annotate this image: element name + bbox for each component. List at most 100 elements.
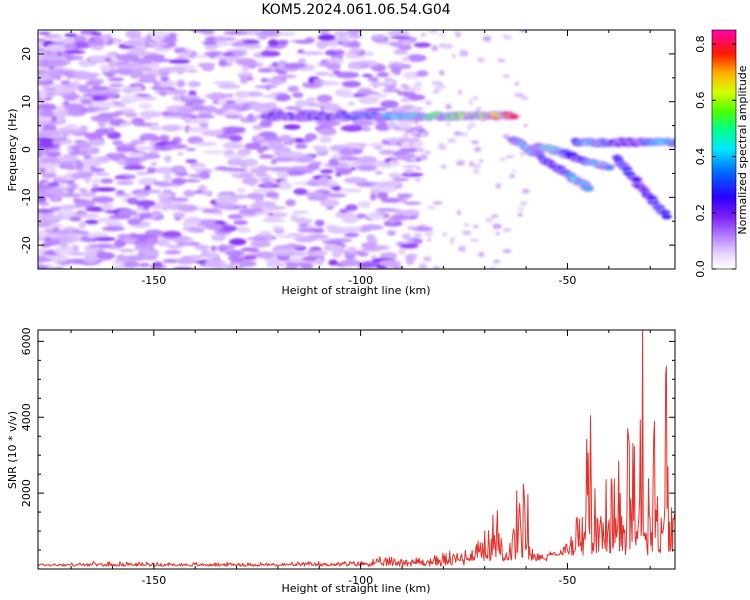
noise-cell	[38, 199, 46, 204]
noise-cell	[146, 167, 156, 174]
colorbar: 0.0 0.2 0.4 0.6 0.8 Normalized spectral ampl…	[694, 29, 749, 278]
noise-cell	[144, 229, 164, 236]
noise-cell	[387, 230, 396, 236]
colorbar-label: Normalized spectral amplitude	[736, 65, 749, 234]
noise-cell	[139, 177, 158, 181]
noise-cell	[157, 192, 173, 199]
noise-cell	[428, 30, 438, 34]
noise-cell	[447, 138, 457, 144]
noise-cell	[416, 70, 429, 77]
colorbar-tick-label: 0.8	[694, 35, 707, 53]
noise-cell	[66, 252, 90, 256]
noise-cell	[468, 99, 473, 106]
noise-cell	[177, 204, 198, 213]
noise-cell	[339, 259, 361, 267]
noise-cell	[185, 69, 198, 73]
noise-cell	[88, 55, 109, 63]
noise-cell	[71, 244, 79, 253]
noise-cell	[404, 201, 422, 205]
noise-cell	[387, 121, 397, 129]
noise-cell	[53, 68, 66, 77]
noise-cell	[361, 73, 373, 78]
noise-cell	[166, 245, 184, 249]
noise-cell	[387, 61, 404, 65]
noise-cell	[263, 181, 274, 187]
noise-cell	[164, 241, 171, 246]
noise-cell	[38, 116, 53, 121]
noise-cell	[259, 30, 280, 37]
noise-cell	[218, 244, 228, 253]
noise-cell	[127, 152, 145, 158]
noise-cell	[419, 154, 428, 161]
noise-cell	[223, 52, 234, 57]
noise-cell	[203, 94, 223, 98]
snr-y-tick-label: 2000	[20, 479, 33, 507]
noise-cell	[161, 230, 182, 238]
noise-cell	[340, 124, 365, 132]
noise-cell	[357, 200, 371, 209]
noise-cell	[201, 63, 215, 72]
noise-cell	[260, 78, 269, 83]
noise-cell	[45, 59, 64, 66]
noise-cell	[295, 143, 308, 149]
noise-cell	[115, 63, 140, 70]
noise-cell	[161, 124, 180, 132]
noise-cell	[307, 195, 320, 201]
noise-cell	[522, 188, 530, 194]
noise-cell	[96, 252, 116, 260]
noise-cell	[146, 189, 162, 194]
noise-cell	[319, 169, 334, 174]
noise-cell	[292, 92, 304, 98]
noise-cell	[132, 234, 154, 239]
noise-cell	[172, 95, 182, 102]
noise-cell	[158, 67, 182, 72]
noise-cell	[359, 142, 366, 150]
noise-cell	[325, 49, 338, 56]
noise-cell	[153, 261, 163, 268]
noise-cell	[220, 126, 244, 134]
noise-cell	[118, 248, 136, 253]
noise-cell	[427, 238, 432, 242]
noise-cell	[133, 86, 142, 93]
noise-cell	[92, 178, 100, 185]
noise-cell	[380, 100, 399, 109]
noise-cell	[401, 57, 411, 61]
noise-cell	[177, 107, 195, 115]
noise-cell	[56, 210, 63, 214]
noise-cell	[477, 251, 485, 257]
noise-cell	[42, 167, 57, 173]
noise-cell	[117, 158, 127, 166]
noise-cell	[476, 57, 485, 63]
noise-cell	[314, 257, 325, 266]
noise-cell	[283, 124, 301, 130]
noise-cell	[239, 260, 257, 268]
noise-cell	[402, 209, 420, 217]
noise-cell	[499, 157, 506, 162]
noise-cell	[372, 183, 392, 188]
noise-cell	[195, 115, 216, 119]
noise-cell	[222, 110, 244, 115]
noise-cell	[411, 130, 420, 136]
noise-cell	[46, 43, 69, 52]
noise-cell	[358, 261, 378, 269]
noise-cell	[399, 243, 419, 249]
noise-cell	[421, 32, 426, 37]
noise-cell	[416, 165, 421, 172]
noise-cell	[218, 59, 227, 67]
noise-cell	[155, 182, 175, 187]
noise-cell	[347, 42, 361, 48]
noise-cell	[72, 172, 92, 179]
noise-cell	[260, 230, 272, 236]
noise-cell	[211, 234, 227, 242]
noise-cell	[334, 168, 354, 172]
noise-cell	[418, 263, 428, 269]
noise-cell	[92, 236, 116, 242]
noise-cell	[164, 249, 182, 255]
noise-cell	[100, 178, 114, 184]
noise-cell	[122, 143, 138, 148]
noise-cell	[391, 80, 398, 85]
noise-cell	[130, 139, 146, 145]
noise-cell	[162, 199, 173, 205]
snr-x-tick-label: -150	[141, 574, 166, 587]
noise-cell	[236, 187, 246, 194]
